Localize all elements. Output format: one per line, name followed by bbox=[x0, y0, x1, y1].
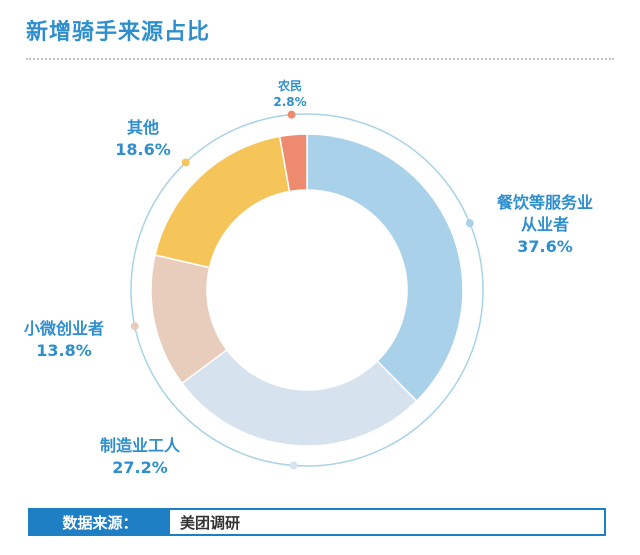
slice-marker-3 bbox=[181, 158, 190, 167]
donut-slice-4[interactable] bbox=[278, 133, 308, 193]
chart-title: 新增骑手来源占比 bbox=[26, 20, 211, 45]
slice-percent-3: 18.6% bbox=[115, 140, 171, 159]
slice-marker-0 bbox=[465, 219, 474, 228]
slice-percent-0: 37.6% bbox=[517, 237, 573, 256]
slice-percent-1: 27.2% bbox=[112, 458, 168, 477]
slice-percent-2: 13.8% bbox=[36, 341, 92, 360]
slice-label-3-line-0: 其他 bbox=[127, 118, 159, 137]
slice-percent-4: 2.8% bbox=[273, 95, 306, 109]
donut-slice-1[interactable] bbox=[180, 348, 418, 447]
donut-slice-0[interactable] bbox=[306, 133, 464, 403]
data-source-bar: 数据来源： 美团调研 bbox=[28, 508, 606, 536]
outer-ring bbox=[130, 113, 484, 467]
slice-label-2-line-0: 小微创业者 bbox=[24, 319, 104, 338]
slice-marker-2 bbox=[130, 322, 139, 331]
slice-marker-1 bbox=[289, 461, 298, 470]
title-divider bbox=[26, 58, 614, 60]
slice-label-4-line-0: 农民 bbox=[277, 78, 302, 93]
data-source-label: 数据来源： bbox=[30, 510, 170, 534]
slice-label-1-line-0: 制造业工人 bbox=[100, 436, 181, 455]
data-source-value: 美团调研 bbox=[180, 513, 241, 532]
slice-label-0-line-0: 餐饮等服务业 bbox=[496, 193, 593, 212]
slice-marker-4 bbox=[287, 110, 296, 119]
donut-slice-3[interactable] bbox=[154, 135, 291, 269]
slice-label-0-line-1: 从业者 bbox=[521, 215, 569, 234]
